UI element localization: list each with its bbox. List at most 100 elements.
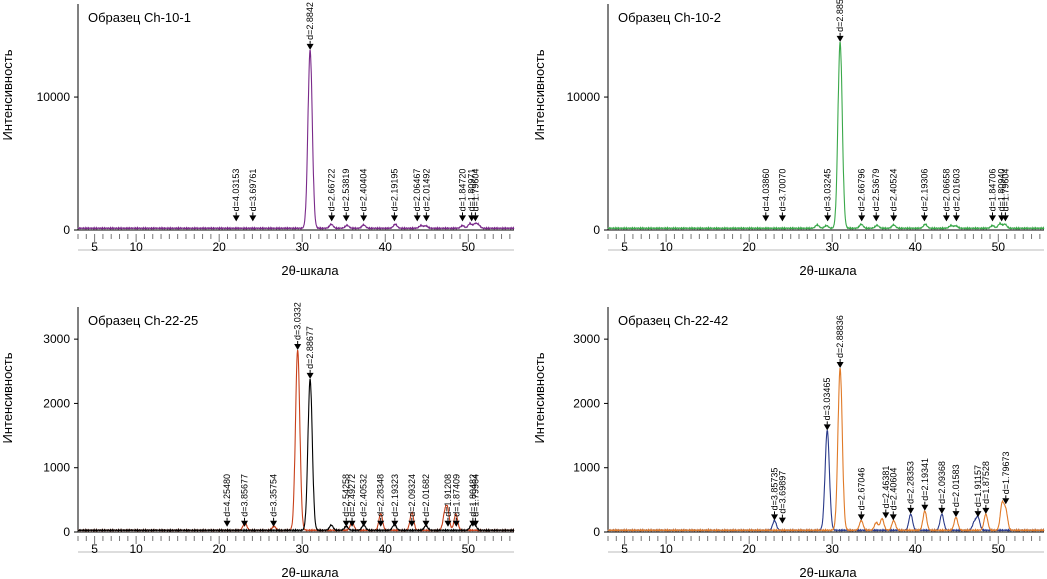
peak-d-label: d=2.46381 (881, 466, 891, 509)
peak-d-label: d=3.03465 (822, 378, 832, 421)
peak-d-label: d=2.8842 (305, 2, 315, 40)
y-tick-label: 10000 (37, 90, 71, 104)
x-tick-label: 50 (462, 240, 476, 254)
x-tick-label: 50 (992, 240, 1006, 254)
peak-d-label: d=3.70070 (777, 169, 787, 212)
diffraction-pattern-line (77, 378, 515, 533)
x-tick-label: 50 (462, 542, 476, 556)
peak-marker (857, 514, 865, 521)
x-tick-label: 40 (379, 542, 393, 556)
x-tick-label: 5 (621, 240, 628, 254)
peak-d-label: d=1.80971 (467, 169, 477, 212)
peak-marker (422, 520, 430, 527)
peak-d-label: d=2.66796 (857, 169, 867, 212)
peak-d-label: d=2.01492 (421, 169, 431, 212)
peak-d-label: d=1.87528 (981, 461, 991, 504)
peak-d-label: d=2.28348 (376, 474, 386, 517)
peak-d-label: d=1.79964 (470, 474, 480, 517)
peak-marker (342, 215, 350, 222)
chart-panel-ch-10-2: Образец Ch-10-2 2θ-шкала Интенсивность 5… (532, 0, 1045, 278)
peak-d-label: d=2.06658 (941, 169, 951, 212)
peak-d-label: d=3.85677 (240, 474, 250, 517)
peak-d-label: d=2.19195 (389, 169, 399, 212)
peak-d-label: d=2.53819 (341, 169, 351, 212)
peak-d-label: d=1.79673 (1001, 451, 1011, 494)
x-tick-label: 50 (992, 542, 1006, 556)
y-tick-label: 0 (593, 525, 600, 539)
peak-marker (408, 520, 416, 527)
peak-marker (223, 520, 231, 527)
x-tick-label: 30 (826, 240, 840, 254)
y-tick-label: 2000 (573, 396, 600, 410)
x-tick-label: 10 (659, 240, 673, 254)
peak-marker (360, 215, 368, 222)
peak-d-label: d=1.79604 (1000, 169, 1010, 212)
peak-d-label: d=3.35754 (269, 474, 279, 517)
peak-d-label: d=2.28353 (906, 461, 916, 504)
peak-marker (762, 215, 770, 222)
peak-d-label: d=3.85735 (770, 468, 780, 511)
peak-marker (422, 215, 430, 222)
y-axis-label: Интенсивность (532, 352, 547, 443)
peak-d-label: d=1.84706 (988, 169, 998, 212)
peak-marker (920, 215, 928, 222)
peak-d-label: d=2.66722 (327, 169, 337, 212)
peak-d-label: d=2.67046 (856, 468, 866, 511)
x-axis-label: 2θ-шкала (281, 565, 339, 579)
peak-marker (1002, 498, 1010, 505)
peak-marker (348, 520, 356, 527)
peak-d-label: d=2.40604 (888, 468, 898, 511)
x-tick-label: 40 (909, 542, 923, 556)
x-tick-label: 20 (213, 240, 227, 254)
peak-marker (377, 520, 385, 527)
peak-d-label: d=1.79604 (470, 169, 480, 212)
peak-marker (360, 520, 368, 527)
peak-marker (306, 43, 314, 50)
x-tick-label: 10 (659, 542, 673, 556)
chart-title: Образец Ch-10-2 (618, 10, 721, 25)
peak-marker (241, 520, 249, 527)
peak-marker (907, 507, 915, 514)
peak-marker (471, 215, 479, 222)
x-axis-label: 2θ-шкала (799, 263, 857, 278)
peak-d-label: d=3.03245 (823, 169, 833, 212)
peak-d-label: d=2.01682 (421, 474, 431, 517)
peak-marker (872, 215, 880, 222)
y-tick-label: 0 (593, 223, 600, 237)
peak-marker (921, 504, 929, 511)
chart-title: Образец Ch-22-25 (88, 313, 198, 328)
x-tick-label: 20 (743, 542, 757, 556)
peak-marker (232, 215, 240, 222)
chart-title: Образец Ch-10-1 (88, 10, 191, 25)
y-tick-label: 2000 (43, 396, 70, 410)
peak-marker (294, 344, 302, 350)
y-tick-label: 0 (63, 223, 70, 237)
chart-panel-ch-10-1: Образец Ch-10-1 2θ-шкала Интенсивность 5… (0, 2, 515, 278)
y-axis-label: Интенсивность (0, 352, 15, 443)
diffraction-pattern-line (607, 367, 1045, 533)
peak-marker (836, 362, 844, 368)
peak-marker (858, 215, 866, 222)
peak-marker (390, 215, 398, 222)
x-tick-label: 30 (296, 240, 310, 254)
peak-marker (889, 514, 897, 521)
x-axis-label: 2θ-шкала (799, 565, 857, 579)
diffraction-pattern-line (607, 41, 1045, 231)
peak-d-label: d=3.69761 (248, 169, 258, 212)
peak-d-label: d=2.01603 (951, 169, 961, 212)
x-tick-label: 5 (621, 542, 628, 556)
peak-d-label: d=2.01583 (951, 464, 961, 507)
peak-marker (249, 215, 257, 222)
peak-d-label: d=2.06467 (412, 169, 422, 212)
peak-marker (413, 215, 421, 222)
peak-d-label: d=1.87409 (451, 474, 461, 517)
peak-d-label: d=1.91157 (973, 465, 983, 507)
peak-marker (1001, 215, 1009, 222)
y-tick-label: 3000 (573, 332, 600, 346)
x-tick-label: 30 (296, 542, 310, 556)
peak-d-label: d=2.19306 (919, 169, 929, 212)
peak-d-label: d=2.49272 (347, 474, 357, 517)
y-tick-label: 1000 (573, 461, 600, 475)
y-tick-label: 0 (63, 525, 70, 539)
